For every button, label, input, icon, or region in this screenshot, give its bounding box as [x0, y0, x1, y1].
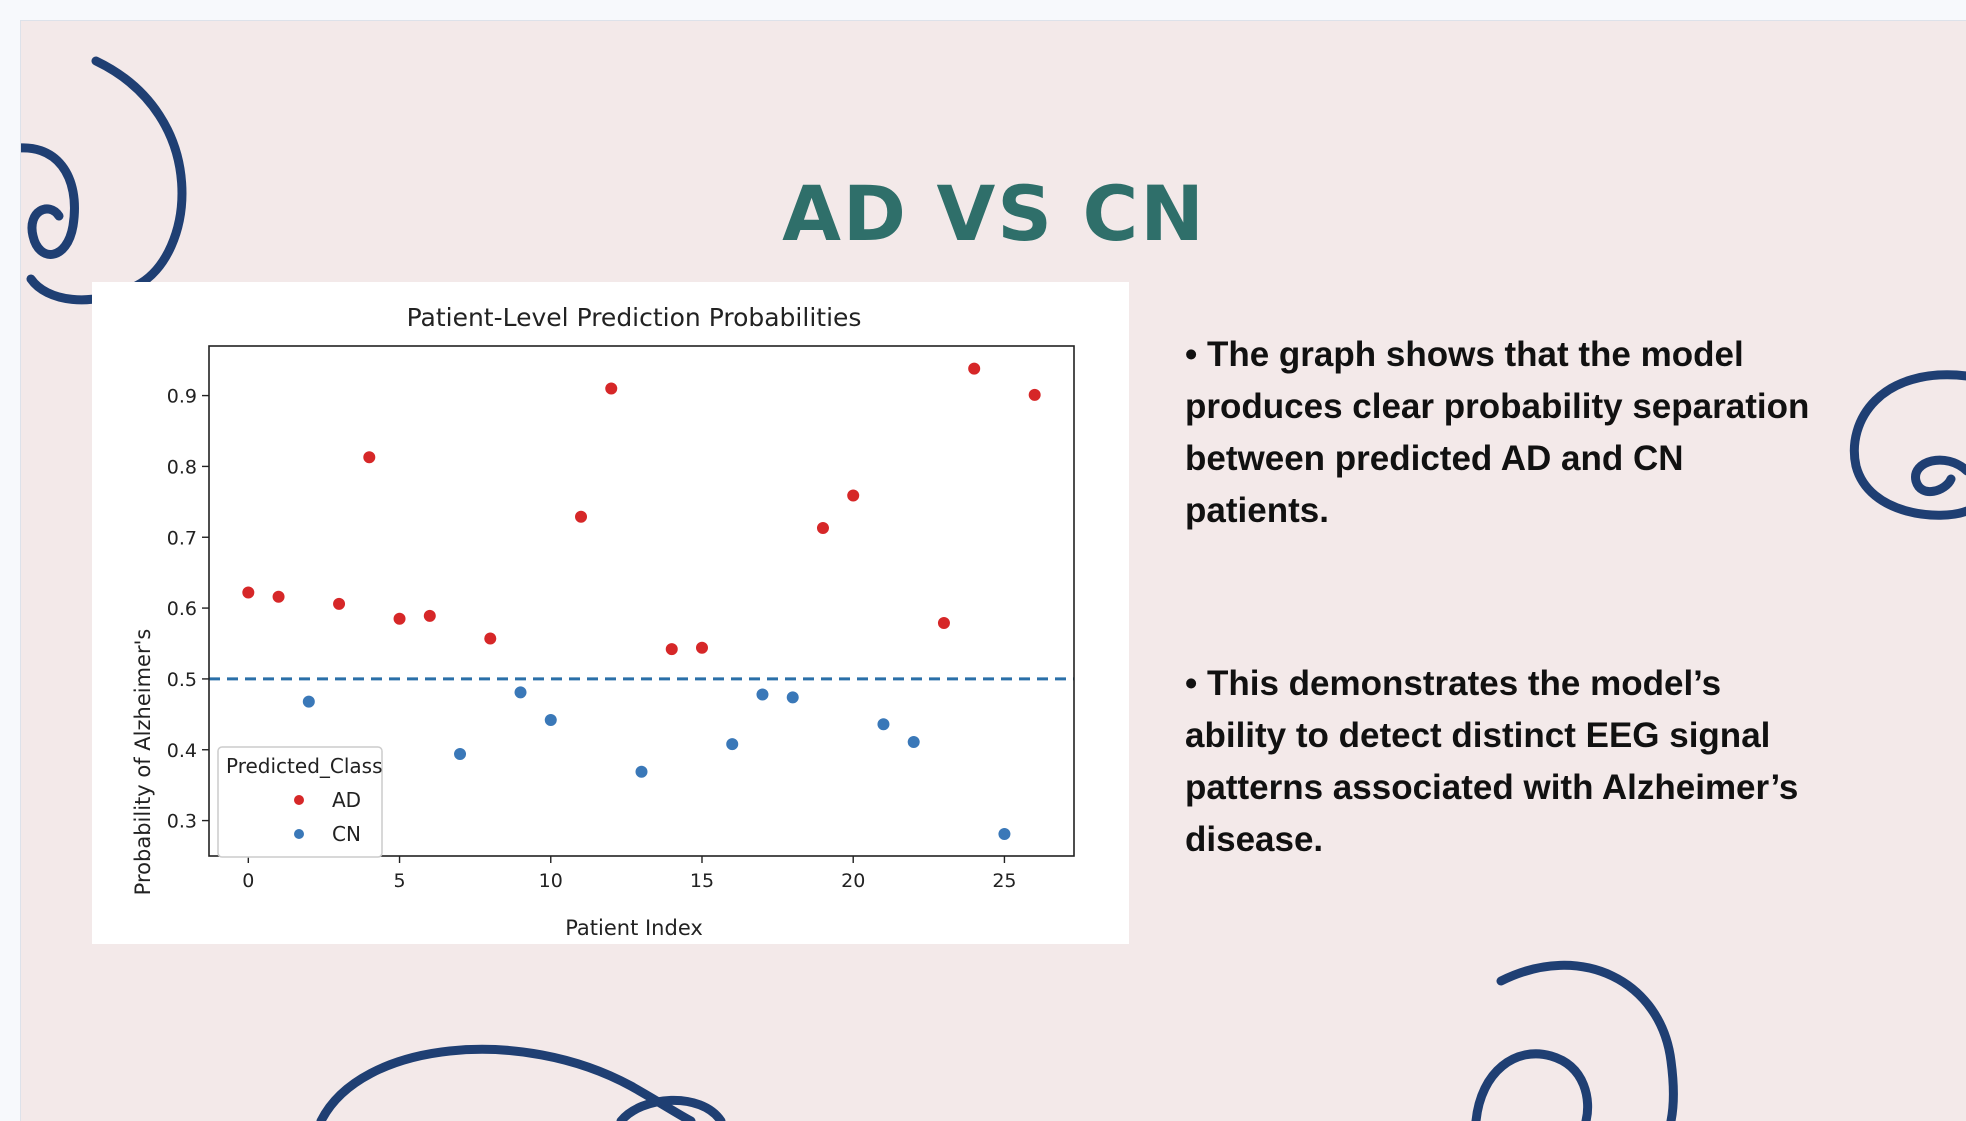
x-tick-label: 5 — [393, 870, 405, 892]
swirl-bottom-right-icon — [1496, 960, 1678, 1121]
swirl-right-inner-icon — [1911, 455, 1966, 496]
swirl-top-left-icon — [26, 56, 187, 305]
data-point-ad — [1027, 387, 1042, 402]
x-tick-label: 25 — [992, 870, 1016, 892]
y-axis-label: Probability of Alzheimer's — [131, 629, 155, 896]
legend: Predicted_Class AD CN — [217, 746, 383, 858]
y-tick-label: 0.5 — [167, 669, 197, 691]
plot-frame — [208, 345, 1075, 857]
x-tick-label: 10 — [539, 870, 563, 892]
swirl-bottom-left-inner-icon — [616, 1095, 726, 1121]
decorative-swirls — [21, 56, 1966, 1121]
legend-title: Predicted_Class — [226, 754, 383, 778]
data-point-ad — [815, 521, 830, 536]
x-tick-label: 0 — [242, 870, 254, 892]
slide-title: AD vs CN — [782, 169, 1206, 258]
data-point-ad — [664, 642, 679, 657]
data-point-ad — [422, 608, 437, 623]
data-point-ad — [483, 631, 498, 646]
bullet-point-2: • This demonstrates the model’s ability … — [1185, 664, 1799, 859]
data-point-cn — [543, 713, 558, 727]
y-tick-label: 0.3 — [167, 811, 197, 833]
data-point-ad — [846, 488, 861, 503]
data-point-ad — [392, 611, 407, 626]
data-point-ad — [271, 589, 286, 604]
data-point-ad — [967, 361, 982, 376]
swirl-bottom-right-inner-icon — [1471, 1049, 1593, 1121]
y-tick-label: 0.9 — [167, 386, 197, 408]
data-point-cn — [755, 687, 770, 702]
chart-title: Patient-Level Prediction Probabilities — [407, 303, 862, 332]
data-point-cn — [634, 764, 649, 779]
slide: AD vs CN Patient-Level Prediction Probab… — [20, 20, 1966, 1121]
scatter-chart: Patient-Level Prediction Probabilities 0… — [131, 303, 1075, 940]
legend-label-ad: AD — [332, 788, 361, 812]
swirl-right-icon — [1849, 370, 1966, 520]
x-tick-label: 15 — [690, 870, 714, 892]
data-point-cn — [876, 717, 891, 732]
data-point-cn — [725, 737, 740, 752]
swirl-bottom-left-icon — [316, 1044, 696, 1121]
y-tick-label: 0.6 — [167, 598, 197, 620]
data-point-cn — [301, 694, 316, 709]
legend-marker-ad — [294, 795, 304, 805]
data-point-cn — [906, 734, 921, 749]
data-point-cn — [997, 827, 1012, 842]
data-point-ad — [936, 615, 951, 630]
data-point-cn — [453, 747, 468, 761]
bullet-point-1: • The graph shows that the model produce… — [1185, 335, 1810, 530]
y-tick-label: 0.8 — [167, 456, 197, 478]
swirl-top-left-inner-icon — [21, 143, 79, 259]
data-point-ad — [332, 596, 347, 611]
legend-marker-cn — [294, 829, 304, 839]
data-point-ad — [574, 509, 589, 524]
data-point-cn — [513, 685, 528, 700]
legend-label-cn: CN — [332, 822, 361, 846]
data-point-ad — [362, 450, 377, 465]
data-point-ad — [694, 640, 709, 655]
data-point-ad — [604, 381, 619, 396]
data-point-cn — [785, 690, 800, 705]
x-axis-label: Patient Index — [565, 916, 703, 940]
x-tick-label: 20 — [841, 870, 865, 892]
data-point-ad — [241, 585, 256, 600]
y-tick-label: 0.7 — [167, 527, 197, 549]
y-tick-label: 0.4 — [167, 740, 197, 762]
chart-panel: Patient-Level Prediction Probabilities 0… — [92, 282, 1129, 944]
